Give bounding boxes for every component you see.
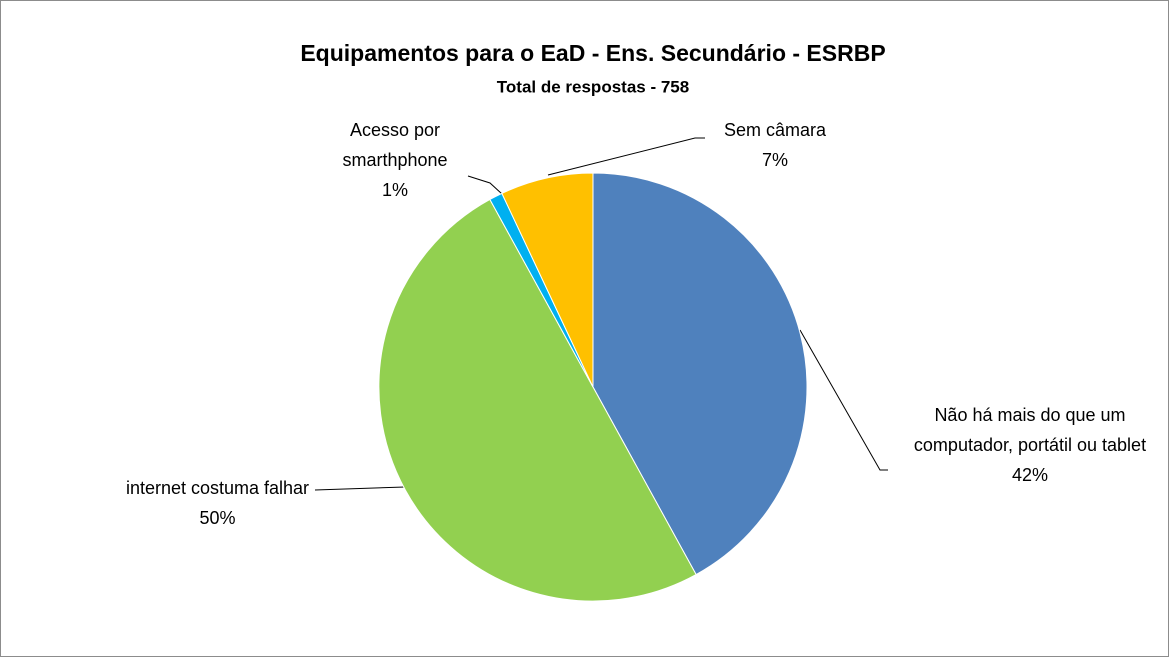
category-label: internet costuma falhar bbox=[125, 478, 310, 498]
chart-title: Equipamentos para o EaD - Ens. Secundári… bbox=[300, 40, 885, 66]
slice-label: Não há mais do que um computador, portát… bbox=[905, 400, 1155, 490]
category-label: Não há mais do que um computador, portát… bbox=[913, 405, 1147, 455]
leader-line bbox=[314, 486, 406, 491]
leader-line bbox=[467, 175, 503, 195]
slice-label: Acesso por smarthphone 1% bbox=[315, 115, 475, 205]
value-label: 42% bbox=[1011, 465, 1049, 485]
value-label: 50% bbox=[199, 508, 236, 528]
pie-slice bbox=[592, 172, 808, 576]
slice-label-box: Sem câmara 7% bbox=[690, 115, 860, 175]
slice-label-box: Acesso por smarthphone 1% bbox=[315, 115, 475, 205]
chart-subtitle: Total de respostas - 758 bbox=[497, 77, 689, 96]
category-label: Acesso por smarthphone bbox=[342, 120, 448, 170]
leader-line bbox=[547, 137, 705, 176]
pie-slice bbox=[501, 172, 594, 388]
leader-line bbox=[799, 329, 888, 471]
slice-label: Sem câmara 7% bbox=[690, 115, 860, 175]
value-label: 7% bbox=[761, 150, 788, 170]
value-label: 1% bbox=[381, 180, 408, 200]
category-label: Sem câmara bbox=[723, 120, 827, 140]
slice-label: internet costuma falhar 50% bbox=[110, 473, 325, 533]
slice-label-box: internet costuma falhar 50% bbox=[110, 473, 325, 533]
slice-label-box: Não há mais do que um computador, portát… bbox=[905, 400, 1155, 490]
pie-slice bbox=[378, 198, 697, 602]
